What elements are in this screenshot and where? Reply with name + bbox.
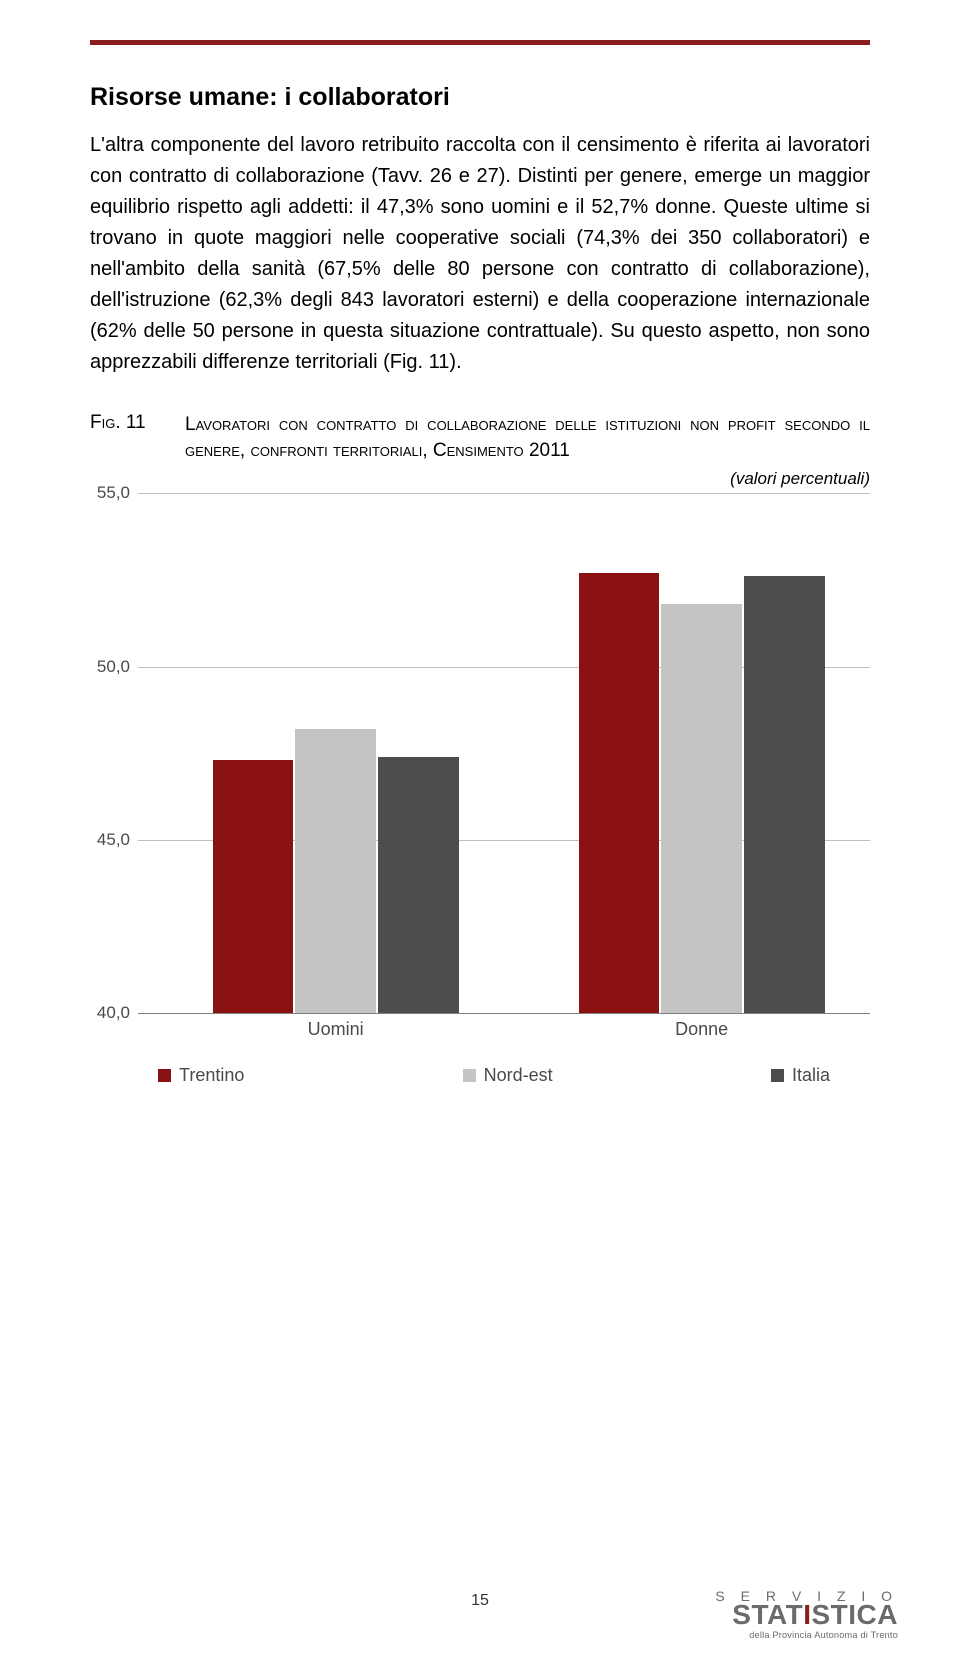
chart-bar: [661, 604, 742, 1013]
chart-x-tick-label: Donne: [675, 1019, 728, 1040]
chart-bar: [295, 729, 376, 1013]
chart-plot-area: 40,045,050,055,0: [138, 493, 870, 1013]
logo-main-pre: STAT: [732, 1599, 803, 1630]
chart: 40,045,050,055,0 Uomini Donne Trentino Nor…: [90, 493, 870, 1086]
chart-legend-swatch: [771, 1069, 784, 1082]
chart-legend-item: Nord-est: [463, 1065, 553, 1086]
chart-bar: [579, 573, 660, 1013]
chart-legend-label: Nord-est: [484, 1065, 553, 1086]
chart-y-tick-label: 40,0: [86, 1003, 130, 1023]
header-rule: [90, 40, 870, 45]
figure-heading: Fig. 11 Lavoratori con contratto di coll…: [90, 412, 870, 463]
chart-legend-item: Italia: [771, 1065, 830, 1086]
section-title: Risorse umane: i collaboratori: [90, 83, 870, 112]
chart-x-tick-label: Uomini: [308, 1019, 364, 1040]
chart-y-tick-label: 50,0: [86, 657, 130, 677]
logo-line3: della Provincia Autonoma di Trento: [715, 1630, 898, 1640]
chart-legend-swatch: [463, 1069, 476, 1082]
body-paragraph: L'altra componente del lavoro retribuito…: [90, 130, 870, 378]
chart-bar: [744, 576, 825, 1013]
chart-x-axis: Uomini Donne: [138, 1013, 870, 1047]
chart-legend-label: Trentino: [179, 1065, 244, 1086]
chart-legend-item: Trentino: [158, 1065, 244, 1086]
figure-note: (valori percentuali): [90, 469, 870, 489]
chart-y-tick-label: 55,0: [86, 483, 130, 503]
chart-legend: Trentino Nord-est Italia: [138, 1065, 870, 1086]
figure-label: Fig. 11: [90, 412, 185, 434]
logo-main-accent: I: [803, 1599, 811, 1630]
logo-main-post: STICA: [812, 1599, 899, 1630]
chart-y-tick-label: 45,0: [86, 830, 130, 850]
chart-gridline: [138, 493, 870, 494]
chart-bar: [378, 757, 459, 1014]
chart-bar: [213, 760, 294, 1013]
footer-logo: S E R V I Z I O STATISTICA della Provinc…: [715, 1589, 898, 1640]
logo-line2: STATISTICA: [715, 1601, 898, 1629]
chart-legend-label: Italia: [792, 1065, 830, 1086]
figure-caption: Lavoratori con contratto di collaborazio…: [185, 412, 870, 463]
chart-legend-swatch: [158, 1069, 171, 1082]
